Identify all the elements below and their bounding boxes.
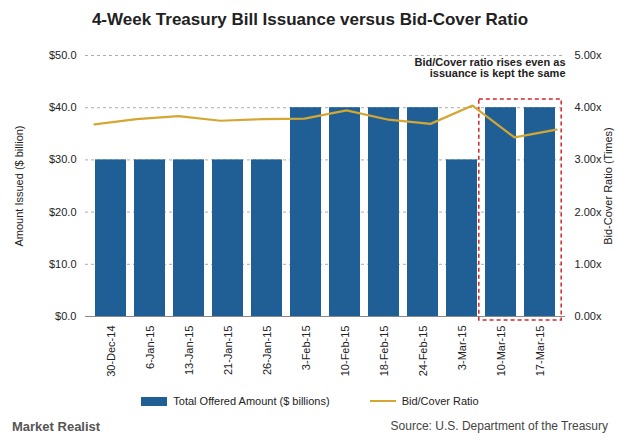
- html-text:Market Realist: Market Realist: [12, 418, 101, 434]
- svg-text:18-Feb-15: 18-Feb-15: [378, 326, 390, 377]
- svg-text:$40.0: $40.0: [49, 101, 77, 113]
- svg-text:21-Jan-15: 21-Jan-15: [222, 326, 234, 376]
- svg-text:0.00x: 0.00x: [575, 310, 602, 322]
- svg-text:6-Jan-15: 6-Jan-15: [144, 326, 156, 369]
- svg-text:2.00x: 2.00x: [575, 206, 602, 218]
- svg-text:10-Mar-15: 10-Mar-15: [495, 326, 507, 377]
- svg-text:5.00x: 5.00x: [575, 49, 602, 61]
- svg-text:$50.0: $50.0: [49, 49, 77, 61]
- svg-text:17-Mar-15: 17-Mar-15: [534, 326, 546, 377]
- svg-text:4.00x: 4.00x: [575, 101, 602, 113]
- svg-text:$20.0: $20.0: [49, 206, 77, 218]
- svg-text:13-Jan-15: 13-Jan-15: [183, 326, 195, 376]
- svg-text:$0.0: $0.0: [55, 310, 76, 322]
- svg-text:3-Mar-15: 3-Mar-15: [456, 326, 468, 371]
- svg-text:10-Feb-15: 10-Feb-15: [339, 326, 351, 377]
- svg-text:Bid/Cover ratio rises even asi: Bid/Cover ratio rises even asissuance is…: [414, 56, 565, 79]
- svg-text:30-Dec-14: 30-Dec-14: [105, 326, 117, 377]
- html-text:Total Offered Amount ($ billio: Total Offered Amount ($ billions): [173, 395, 330, 407]
- svg-text:3-Feb-15: 3-Feb-15: [300, 326, 312, 371]
- svg-text:$30.0: $30.0: [49, 153, 77, 165]
- svg-text:Bid-Cover Ratio (Times): Bid-Cover Ratio (Times): [602, 127, 614, 245]
- svg-text:26-Jan-15: 26-Jan-15: [261, 326, 273, 376]
- svg-text:24-Feb-15: 24-Feb-15: [417, 326, 429, 377]
- svg-text:Amount Issued ($ billion): Amount Issued ($ billion): [13, 125, 25, 246]
- html-text:Source: U.S. Department of the: Source: U.S. Department of the Treasury: [390, 419, 608, 433]
- svg-text:$10.0: $10.0: [49, 258, 77, 270]
- html-text:4-Week Treasury Bill Issuance: 4-Week Treasury Bill Issuance versus Bid…: [91, 10, 529, 29]
- html-text:Bid/Cover Ratio: Bid/Cover Ratio: [401, 395, 479, 407]
- svg-text:1.00x: 1.00x: [575, 258, 602, 270]
- svg-text:3.00x: 3.00x: [575, 153, 602, 165]
